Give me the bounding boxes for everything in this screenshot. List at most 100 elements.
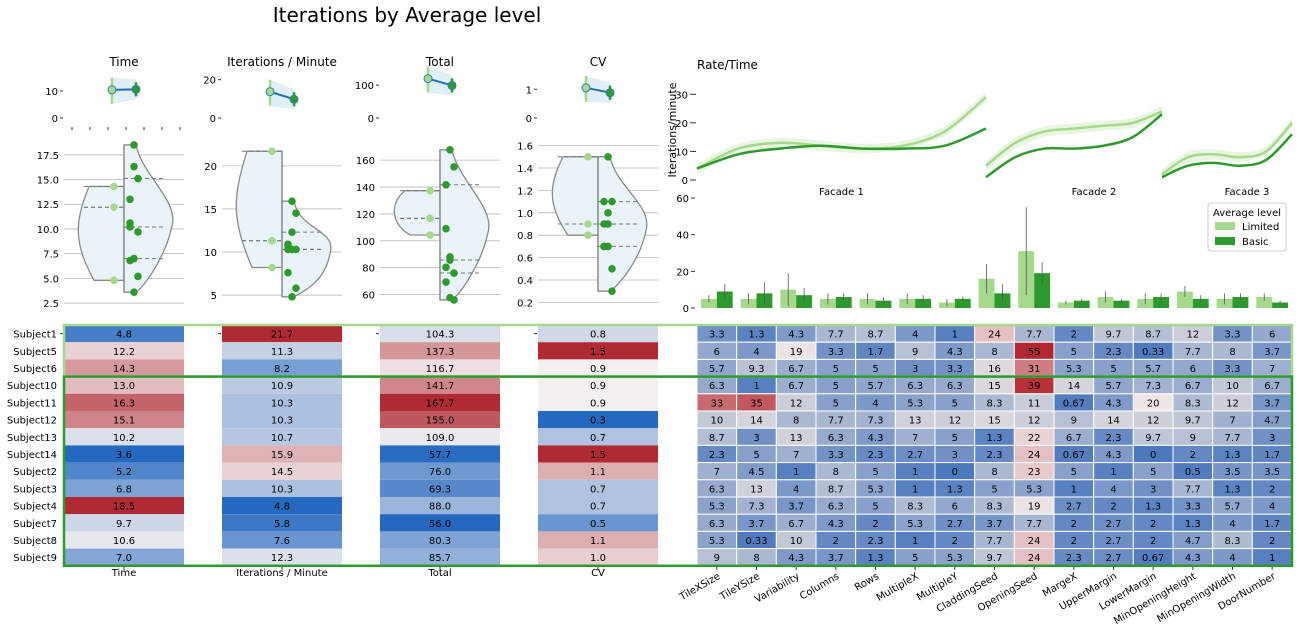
row-label: Subject13 xyxy=(7,433,57,444)
column-label: Time xyxy=(111,568,136,579)
heat-cell-value: 1.5 xyxy=(590,347,606,358)
legend-label: Basic xyxy=(1242,237,1268,248)
param-cell-value: 10 xyxy=(710,416,723,427)
facade-panel-2: Facade 3 xyxy=(1161,117,1293,198)
basic-point xyxy=(604,153,612,161)
heat-cell-value: 12.3 xyxy=(271,553,293,564)
param-cell-value: 4 xyxy=(753,347,759,358)
heat-cell-value: 8.2 xyxy=(274,364,290,375)
param-cell-value: 7 xyxy=(912,433,918,444)
heat-cell-value: 14.3 xyxy=(113,364,135,375)
param-cell-value: 0.67 xyxy=(1142,553,1164,564)
basic-point xyxy=(608,197,616,206)
heat-cell xyxy=(380,376,500,394)
heat-cell xyxy=(380,497,500,515)
heat-cell xyxy=(538,462,658,480)
param-cell-value: 6 xyxy=(714,347,720,358)
limited-point xyxy=(581,83,591,93)
limited-point xyxy=(265,87,275,97)
heat-cell xyxy=(380,359,500,377)
param-cell-value: 5 xyxy=(872,502,878,513)
heat-cell xyxy=(538,411,658,429)
basic-point xyxy=(450,296,458,304)
param-cell-value: 3.7 xyxy=(987,519,1003,530)
limited-point xyxy=(268,147,276,155)
heat-cell-value: 109.0 xyxy=(426,433,455,444)
param-cell-value: 2.7 xyxy=(1106,519,1122,530)
limited-point xyxy=(426,214,434,223)
rate-time-chart: Rate/Time Iterations/minute 0 10 20 30 Facad… xyxy=(666,58,1293,198)
param-cell-value: 3 xyxy=(753,433,759,444)
param-cell-value: 15 xyxy=(988,416,1001,427)
param-cell-value: 1 xyxy=(912,467,918,478)
param-cell-value: 5.3 xyxy=(709,502,725,513)
limited-violin xyxy=(77,185,125,281)
row-label: Subject1 xyxy=(13,330,57,341)
param-cell-value: 6.3 xyxy=(947,381,963,392)
param-cell-value: 8.3 xyxy=(987,502,1003,513)
param-cell-value: 2 xyxy=(1071,536,1077,547)
limited-bar xyxy=(700,298,717,308)
y-tick-label: 100 xyxy=(355,81,374,92)
basic-violin xyxy=(439,149,490,301)
y-tick-label: 0 xyxy=(210,114,216,125)
basic-point xyxy=(292,245,300,254)
param-cell-value: 7 xyxy=(714,467,720,478)
param-cell-value: 23 xyxy=(1028,467,1041,478)
row-label: Subject3 xyxy=(13,484,57,495)
heat-cell-value: 137.3 xyxy=(426,347,455,358)
param-cell-value: 35 xyxy=(750,398,763,409)
param-cell-value: 5 xyxy=(1071,467,1077,478)
y-tick-label: 1.4 xyxy=(517,164,533,175)
param-cell-value: 4 xyxy=(793,484,799,495)
heat-cell xyxy=(222,479,342,497)
basic-point xyxy=(604,209,612,217)
param-cell-value: 5.3 xyxy=(947,553,963,564)
top-panel-title: Iterations / Minute xyxy=(227,55,337,69)
param-cell-value: 1.7 xyxy=(1264,519,1280,530)
heat-cell xyxy=(538,342,658,360)
row-label: Subject4 xyxy=(13,502,57,513)
y-tick-label: 160 xyxy=(356,156,375,167)
param-cell-value: 5 xyxy=(952,398,958,409)
violin-panel-2: 60 80 100 120 140 160 xyxy=(356,146,500,304)
heat-cell xyxy=(380,428,500,446)
heat-cell xyxy=(380,479,500,497)
param-cell-value: 24 xyxy=(1028,450,1041,461)
param-cell-value: 7.7 xyxy=(828,330,844,341)
y-tick-label: 7.5 xyxy=(43,250,59,261)
basic-point xyxy=(130,288,138,296)
subject-heatmap: Subject1 Subject5 Subject6 Subject10 Subject… xyxy=(7,323,1294,627)
limited-bar xyxy=(1057,302,1074,308)
heat-cell xyxy=(222,497,342,515)
confidence-band xyxy=(108,77,141,104)
top-panel-3: CV 0 1 xyxy=(526,55,615,125)
param-label: Variability xyxy=(753,571,802,605)
param-cell-value: 3.7 xyxy=(1264,398,1280,409)
heat-cell-value: 85.7 xyxy=(429,553,451,564)
basic-point xyxy=(130,162,138,171)
column-label: Iterations / Minute xyxy=(236,568,328,579)
param-cell-value: 7 xyxy=(1269,364,1275,375)
param-cell-value: 1.3 xyxy=(868,553,884,564)
basic-bar xyxy=(1034,273,1051,308)
param-cell-value: 4 xyxy=(1229,553,1235,564)
param-cell-value: 5.3 xyxy=(709,536,725,547)
y-tick-label: 0.6 xyxy=(517,254,533,265)
param-cell-value: 6.7 xyxy=(1185,381,1201,392)
heat-cell-value: 13.0 xyxy=(113,381,135,392)
limited-point xyxy=(110,203,118,211)
y-tick-label: 100 xyxy=(356,237,375,248)
param-cell-value: 3.5 xyxy=(1225,467,1241,478)
y-tick-label: 15 xyxy=(204,205,217,216)
param-cell-value: 22 xyxy=(1028,433,1041,444)
basic-bar xyxy=(1272,302,1289,308)
basic-bar xyxy=(835,297,852,308)
y-tick-label: 60 xyxy=(676,194,689,205)
basic-point xyxy=(446,146,454,154)
basic-point xyxy=(126,219,134,227)
heat-cell-value: 21.7 xyxy=(271,330,293,341)
legend-label: Limited xyxy=(1242,222,1279,233)
basic-bar xyxy=(1192,298,1209,308)
param-cell-value: 5 xyxy=(912,553,918,564)
